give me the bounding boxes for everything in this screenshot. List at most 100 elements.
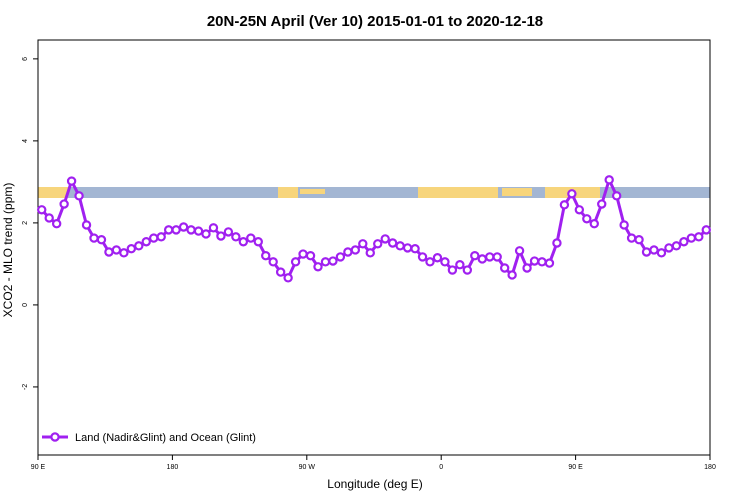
x-tick-label: 90 W <box>299 464 316 471</box>
data-point <box>343 247 353 257</box>
data-point <box>701 225 711 235</box>
data-point <box>529 256 540 266</box>
data-point <box>656 248 667 258</box>
data-point <box>664 243 674 253</box>
data-point <box>410 244 420 254</box>
y-tick-label: 0 <box>22 303 29 307</box>
data-point <box>320 257 331 267</box>
data-point <box>470 251 480 261</box>
data-point <box>432 253 443 263</box>
data-point <box>589 219 599 229</box>
data-point <box>111 245 122 255</box>
data-point <box>522 263 532 273</box>
data-point <box>417 252 428 262</box>
chart-title: 20N-25N April (Ver 10) 2015-01-01 to 202… <box>207 13 543 30</box>
data-point <box>686 233 697 243</box>
data-point <box>485 252 495 262</box>
data-point <box>597 199 607 209</box>
data-point <box>268 257 278 267</box>
data-point <box>335 252 346 262</box>
data-point <box>231 232 241 242</box>
data-point <box>290 257 301 267</box>
data-point <box>66 176 77 186</box>
y-axis-label: XCO2 - MLO trend (ppm) <box>1 183 15 318</box>
data-point <box>649 245 659 255</box>
data-point <box>425 257 435 267</box>
data-point <box>641 247 652 257</box>
data-point <box>447 265 458 275</box>
x-tick-label: 0 <box>439 464 443 471</box>
data-point <box>402 243 413 253</box>
data-point <box>59 199 69 209</box>
data-point <box>387 238 398 248</box>
data-point <box>499 263 510 273</box>
data-point <box>223 227 234 237</box>
data-point <box>81 220 92 230</box>
data-point <box>604 175 614 185</box>
data-point <box>201 229 211 239</box>
data-point <box>559 200 570 210</box>
data-point <box>582 214 592 224</box>
legend-marker <box>50 432 60 442</box>
data-point <box>89 233 99 243</box>
data-point <box>216 231 226 241</box>
data-point <box>634 235 644 245</box>
data-point <box>51 219 62 229</box>
data-point <box>671 241 682 251</box>
data-point <box>626 233 637 243</box>
data-point <box>238 237 249 247</box>
map-strip <box>38 187 710 198</box>
data-point <box>619 220 629 230</box>
data-point <box>679 237 689 247</box>
data-point <box>365 248 375 258</box>
y-tick-label: 6 <box>22 57 29 61</box>
data-point <box>283 273 293 283</box>
data-point <box>163 225 174 235</box>
data-point <box>358 239 368 249</box>
data-point <box>552 238 562 248</box>
data-point <box>611 191 622 201</box>
data-point <box>149 233 159 243</box>
data-point <box>141 237 151 247</box>
data-point <box>134 241 144 251</box>
y-tick-label: 2 <box>22 221 29 225</box>
data-point <box>37 205 47 215</box>
y-tick-label: -2 <box>22 384 29 390</box>
data-point <box>44 213 54 223</box>
data-point <box>298 249 308 259</box>
data-point <box>305 251 316 261</box>
x-axis-label: Longitude (deg E) <box>327 477 422 491</box>
data-point <box>126 244 137 254</box>
data-point <box>156 232 166 242</box>
data-point <box>193 226 204 236</box>
data-point <box>119 248 129 258</box>
plot-frame <box>37 39 711 456</box>
data-point <box>574 205 585 215</box>
data-point <box>373 239 383 249</box>
data-point <box>350 245 361 255</box>
data-point <box>178 222 189 232</box>
data-point <box>440 257 450 267</box>
data-point <box>74 191 84 201</box>
data-point <box>455 260 465 270</box>
data-point <box>328 256 338 266</box>
data-point <box>694 232 704 242</box>
data-point <box>246 233 256 243</box>
data-point <box>275 267 286 277</box>
data-point <box>567 189 577 199</box>
x-tick-label: 90 E <box>31 464 46 471</box>
data-point <box>544 258 555 268</box>
x-tick-label: 180 <box>167 464 179 471</box>
data-point <box>507 270 517 280</box>
data-point <box>208 223 219 233</box>
data-point <box>96 235 107 245</box>
legend-label: Land (Nadir&Glint) and Ocean (Glint) <box>75 432 256 444</box>
data-point <box>462 265 473 275</box>
data-point <box>395 241 405 251</box>
data-point <box>313 262 323 272</box>
data-point <box>253 237 263 247</box>
data-point <box>492 252 502 262</box>
data-point <box>171 225 181 235</box>
x-tick-label: 90 E <box>568 464 583 471</box>
